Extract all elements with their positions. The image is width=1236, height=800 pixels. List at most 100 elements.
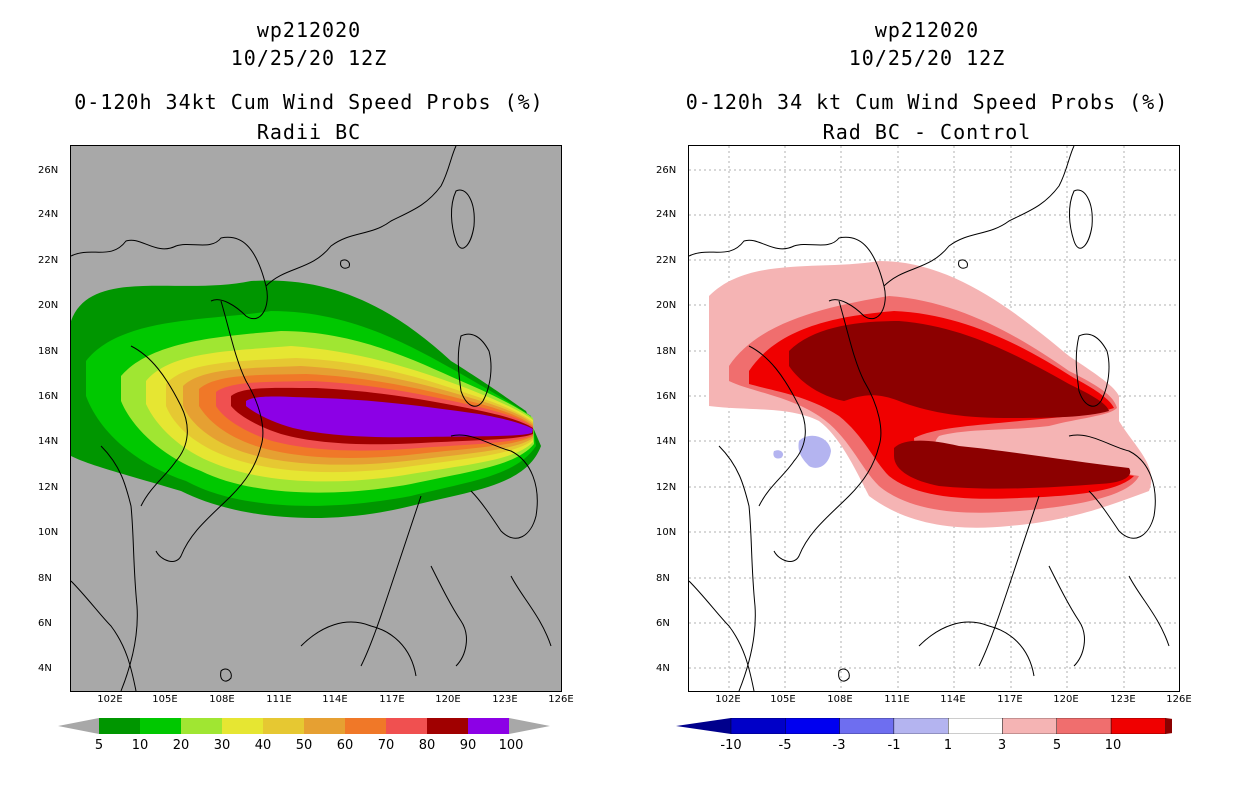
band-90 [246, 396, 533, 438]
colorbar-label: -5 [778, 738, 792, 753]
panel-difference: wp212020 10/25/20 12Z 0-120h 34 kt Cum W… [618, 0, 1236, 800]
colorbar-label: 80 [418, 738, 436, 753]
lat-label: 8N [38, 573, 52, 584]
colorbar-swatch [99, 718, 140, 734]
colorbar-label: 60 [336, 738, 354, 753]
lat-label: 22N [38, 255, 59, 266]
lon-label: 108E [827, 694, 853, 705]
product-title: 0-120h 34kt Cum Wind Speed Probs (%) [74, 90, 544, 114]
lat-label: 10N [38, 527, 59, 538]
colorbar-label: 1 [943, 738, 953, 753]
probability-map [70, 145, 562, 692]
lon-label: 111E [266, 694, 292, 705]
lat-label: 26N [38, 165, 59, 176]
colorbar-swatches [676, 718, 1172, 734]
colorbar-swatch [893, 718, 949, 734]
lat-label: 6N [38, 618, 52, 629]
lat-label: 4N [656, 663, 670, 674]
lat-label: 6N [656, 618, 670, 629]
lon-label: 111E [884, 694, 910, 705]
colorbar-swatches [58, 718, 550, 734]
colorbar-label: 40 [254, 738, 272, 753]
init-time: 10/25/20 12Z [848, 46, 1006, 70]
colorbar-label: 3 [997, 738, 1007, 753]
colorbar-label: 100 [498, 738, 524, 753]
diff-band-10b [894, 440, 1131, 489]
difference-field [689, 146, 1179, 691]
colorbar-swatch [1056, 718, 1112, 734]
lon-label: 105E [770, 694, 796, 705]
colorbar-swatch [1002, 718, 1057, 734]
probability-field [71, 146, 552, 691]
lat-label: 22N [656, 255, 677, 266]
colorbar-swatch [948, 718, 1003, 734]
difference-map [688, 145, 1180, 692]
colorbar-probs [58, 718, 554, 734]
lon-label: 105E [152, 694, 178, 705]
colorbar-label: 70 [377, 738, 395, 753]
colorbar-label: -3 [832, 738, 846, 753]
lon-label: 123E [1110, 694, 1136, 705]
lat-label: 16N [38, 391, 59, 402]
diff-band-neg2 [773, 450, 784, 459]
colorbar-swatch [222, 718, 263, 734]
lon-label: 120E [1053, 694, 1079, 705]
lat-label: 26N [656, 165, 677, 176]
colorbar-label: -10 [720, 738, 742, 753]
lat-label: 4N [38, 663, 52, 674]
storm-id: wp212020 [256, 18, 362, 42]
colorbar-arrow-high [509, 718, 550, 734]
lon-label: 120E [435, 694, 461, 705]
panel-radii-bc: wp212020 10/25/20 12Z 0-120h 34kt Cum Wi… [38, 18, 574, 753]
lon-label: 123E [492, 694, 518, 705]
lat-label: 20N [656, 300, 677, 311]
colorbar-arrow-low [676, 718, 731, 734]
lon-label: 114E [940, 694, 966, 705]
lat-label: 14N [656, 436, 677, 447]
colorbar-swatch [785, 718, 840, 734]
lat-label: 18N [656, 346, 677, 357]
lat-label: 16N [656, 391, 677, 402]
colorbar-label: 5 [94, 738, 104, 753]
lon-label: 117E [379, 694, 405, 705]
colorbar-label: 10 [131, 738, 149, 753]
colorbar-swatch [468, 718, 509, 734]
colorbar-diff [676, 718, 1172, 734]
storm-id: wp212020 [874, 18, 980, 42]
colorbar-label: 50 [295, 738, 313, 753]
colorbar-label: 10 [1104, 738, 1122, 753]
lon-label: 117E [997, 694, 1023, 705]
diff-band-10a [789, 321, 1109, 418]
lat-label: 12N [656, 482, 677, 493]
diff-band-neg [798, 435, 831, 468]
colorbar-label: -1 [887, 738, 901, 753]
lat-label: 18N [38, 346, 59, 357]
lat-label: 14N [38, 436, 59, 447]
experiment-name: Rad BC - Control [822, 120, 1032, 144]
colorbar-swatch [427, 718, 468, 734]
lon-label: 102E [715, 694, 741, 705]
colorbar-swatch [140, 718, 181, 734]
colorbar-arrow-high [1165, 718, 1172, 734]
colorbar-label: 90 [459, 738, 477, 753]
colorbar-swatch [304, 718, 345, 734]
colorbar-label: 20 [172, 738, 190, 753]
colorbar-swatch [386, 718, 427, 734]
colorbar-swatch [839, 718, 895, 734]
coastlines [689, 146, 1170, 691]
product-title: 0-120h 34 kt Cum Wind Speed Probs (%) [685, 90, 1169, 114]
colorbar-swatch [730, 718, 786, 734]
colorbar-arrow-low [58, 718, 99, 734]
lat-label: 24N [656, 209, 677, 220]
colorbar-label: 5 [1052, 738, 1062, 753]
init-time: 10/25/20 12Z [230, 46, 388, 70]
lat-label: 10N [656, 527, 677, 538]
coastlines [71, 146, 552, 691]
lon-label: 126E [548, 694, 574, 705]
colorbar-swatch [345, 718, 386, 734]
lat-label: 12N [38, 482, 59, 493]
lon-label: 126E [1166, 694, 1192, 705]
lon-label: 102E [97, 694, 123, 705]
lon-label: 114E [322, 694, 348, 705]
colorbar-swatch [263, 718, 304, 734]
